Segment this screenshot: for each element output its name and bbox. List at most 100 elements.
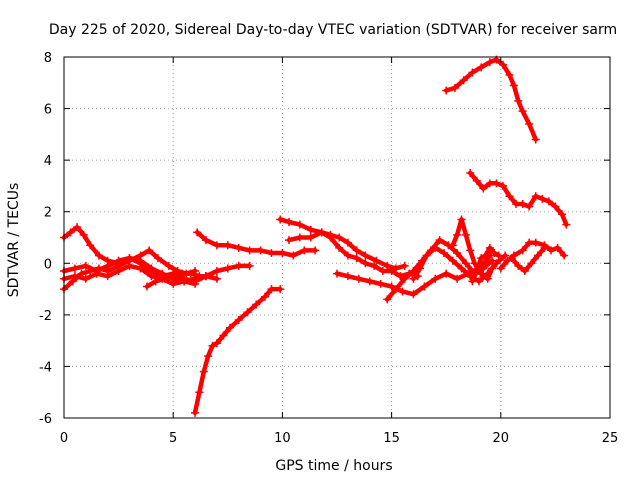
data-point-marker [509,81,518,90]
data-point-marker [494,251,503,260]
data-point-marker [376,279,385,288]
grid [64,57,610,418]
data-point-marker [547,246,556,255]
data-point-marker [370,261,379,270]
data-point-marker [466,246,475,255]
data-point-marker [177,269,186,278]
series-arc-17 [466,169,571,229]
data-point-marker [459,76,468,85]
data-point-marker [208,341,217,350]
y-tick-label: -4 [39,360,52,375]
data-point-marker [267,248,276,257]
data-point-marker [477,63,486,72]
data-point-marker [212,267,221,276]
data-point-marker [284,236,293,245]
series-arc-4 [60,261,200,288]
data-point-marker [311,246,320,255]
data-point-marker [442,269,451,278]
series-arc-7 [191,285,285,417]
y-tick-label: -6 [39,412,52,427]
data-point-marker [66,228,75,237]
data-point-marker [396,272,405,281]
series-line [467,170,569,227]
data-point-marker [276,215,285,224]
data-point-marker [505,192,514,201]
y-tick-label: 8 [44,51,52,66]
data-point-marker [70,264,79,273]
data-point-marker [415,264,424,273]
data-point-marker [468,68,477,77]
data-point-marker [383,295,392,304]
series-line [192,286,283,416]
series-arc-9 [284,228,422,281]
data-point-marker [81,274,90,283]
axis-ticks: 0 5 10 15 20 25 -6 -4 -2 0 2 4 6 8 [39,51,618,446]
data-point-marker [300,246,309,255]
data-point-marker [383,261,392,270]
plot-frame [63,56,611,419]
data-point-marker [431,274,440,283]
data-point-marker [114,267,123,276]
data-point-marker [461,259,470,268]
data-point-marker [73,223,82,232]
data-point-marker [531,238,540,247]
data-point-marker [361,251,370,260]
data-point-marker [195,388,204,397]
data-point-marker [284,218,293,227]
data-point-marker [234,261,243,270]
data-point-marker [343,251,352,260]
data-point-marker [409,290,418,299]
data-point-marker [483,274,492,283]
data-point-marker [86,241,95,250]
data-point-marker [562,220,571,229]
data-point-marker [457,264,466,273]
data-point-marker [306,233,315,242]
data-point-marker [479,272,488,281]
data-point-marker [387,282,396,291]
data-point-marker [448,256,457,265]
data-point-marker [514,261,523,270]
data-point-marker [457,215,466,224]
data-point-marker [343,238,352,247]
data-point-marker [70,272,79,281]
data-point-marker [289,251,298,260]
data-point-marker [212,241,221,250]
data-point-marker [223,241,232,250]
data-point-marker [326,233,335,242]
y-tick-label: 2 [44,206,52,221]
data-point-marker [531,135,540,144]
data-point-marker [472,176,481,185]
data-point-marker [503,256,512,265]
data-point-marker [151,277,160,286]
data-point-marker [498,60,507,69]
data-point-marker [81,261,90,270]
data-point-marker [199,367,208,376]
series-arc-13 [448,215,497,283]
data-point-marker [193,228,202,237]
y-tick-label: 0 [44,257,52,272]
x-tick-label: 25 [602,431,619,446]
data-point-marker [472,267,481,276]
data-point-marker [492,179,501,188]
data-point-marker [361,259,370,268]
data-point-marker [420,282,429,291]
data-point-marker [453,274,462,283]
data-point-marker [461,230,470,239]
data-point-marker [468,277,477,286]
data-point-marker [201,272,210,281]
data-point-marker [103,272,112,281]
data-point-marker [204,352,213,361]
data-point-marker [145,246,154,255]
data-point-marker [153,254,162,263]
data-point-marker [191,408,200,417]
data-point-marker [400,261,409,270]
data-point-marker [234,243,243,252]
data-point-marker [79,230,88,239]
data-point-marker [505,71,514,80]
series-arc-16 [507,243,549,276]
data-point-marker [260,292,269,301]
data-point-marker [466,169,475,178]
y-tick-label: 6 [44,103,52,118]
series-line [509,245,547,274]
